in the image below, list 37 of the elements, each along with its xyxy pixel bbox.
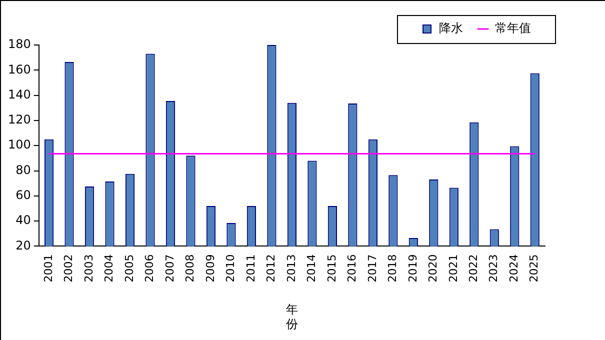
x-tick-label: 2005	[122, 254, 136, 282]
y-tick-label: 100	[8, 138, 31, 152]
x-tick-label: 2009	[204, 254, 217, 282]
y-tick-label: 120	[8, 112, 31, 127]
x-tick-label: 2020	[426, 254, 440, 282]
x-tick-label: 2019	[406, 254, 420, 282]
x-tick-label: 2002	[62, 254, 76, 282]
x-tick-label: 2018	[386, 254, 400, 282]
y-tick-label: 180	[8, 37, 31, 52]
x-tick-label: 2023	[487, 254, 500, 282]
x-tick-label: 2017	[366, 254, 379, 282]
y-tick-label: 140	[8, 87, 31, 102]
x-axis-title: 年份	[286, 302, 298, 331]
x-tick-label: 2010	[224, 254, 238, 282]
x-tick-label: 2015	[325, 254, 338, 282]
y-tick-label: 40	[16, 213, 31, 228]
x-tick-label: 2003	[82, 254, 96, 282]
y-tick-label: 60	[16, 188, 31, 202]
y-tick-label: 20	[16, 238, 31, 252]
x-tick-label: 2001	[42, 254, 55, 282]
y-tick-label: 160	[8, 62, 31, 76]
x-tick-label: 2012	[264, 254, 278, 282]
x-tick-label: 2014	[305, 254, 318, 282]
x-tick-label: 2011	[244, 254, 258, 282]
x-tick-label: 2007	[163, 254, 176, 282]
x-tick-label: 2008	[184, 254, 197, 282]
y-tick-label: 80	[16, 162, 31, 177]
x-tick-label: 2022	[467, 254, 480, 282]
x-tick-label: 2006	[143, 254, 156, 282]
x-tick-label: 2024	[507, 254, 520, 282]
legend-label: 常年值	[495, 21, 531, 36]
x-tick-label: 2025	[528, 254, 541, 282]
x-tick-label: 2013	[284, 254, 298, 282]
x-tick-label: 2021	[446, 254, 460, 282]
x-tick-label: 2004	[102, 254, 116, 282]
legend-label: 降水	[439, 21, 463, 36]
x-tick-label: 2016	[346, 254, 359, 282]
